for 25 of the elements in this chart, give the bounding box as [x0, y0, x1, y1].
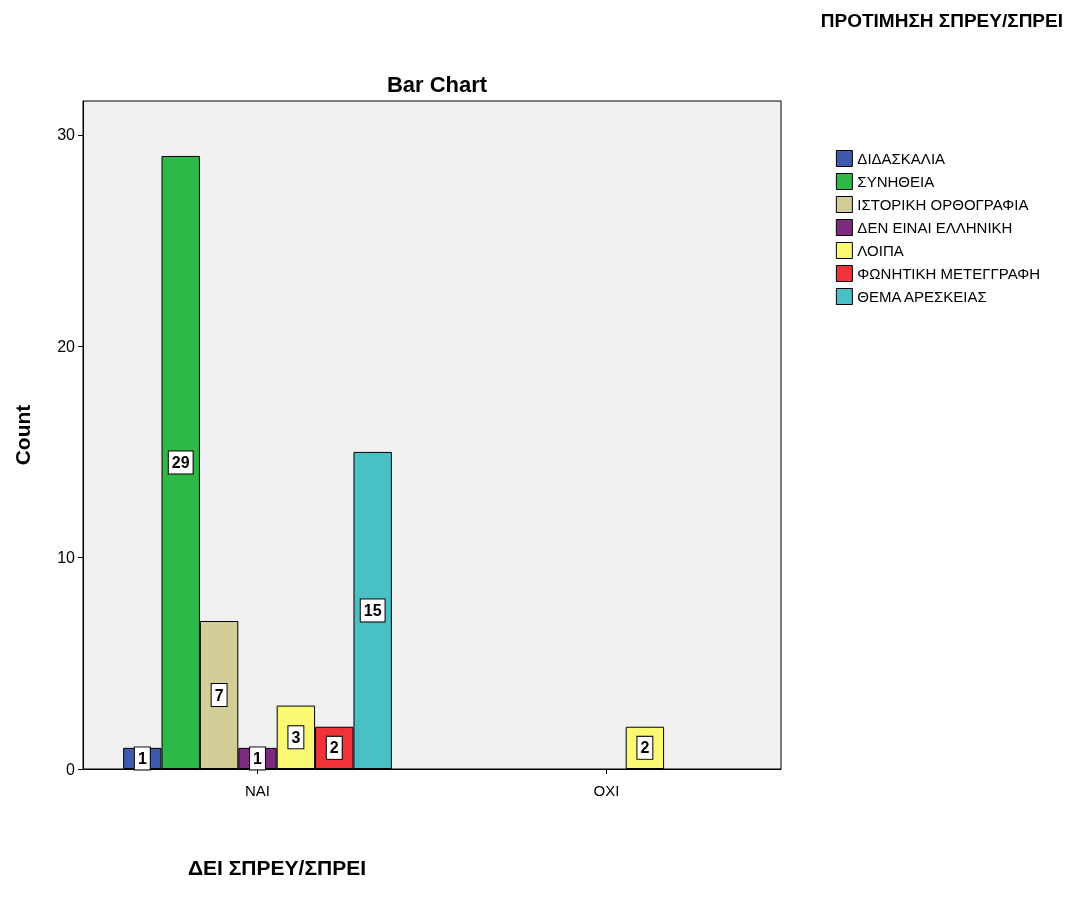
legend-label: ΔΕΝ ΕΙΝΑΙ ΕΛΛΗΝΙΚΗ: [857, 219, 1013, 236]
data-label: 3: [291, 728, 301, 746]
legend-label: ΙΣΤΟΡΙΚΗ ΟΡΘΟΓΡΑΦΙΑ: [857, 196, 1029, 213]
chart-title: Bar Chart: [386, 71, 488, 97]
legend-label: ΛΟΙΠΑ: [857, 242, 904, 259]
legend-label: ΣΥΝΗΘΕΙΑ: [857, 173, 935, 190]
x-tick-label: ΝΑΙ: [244, 782, 271, 799]
data-label: 15: [363, 601, 382, 619]
y-axis-title: Count: [11, 404, 34, 466]
data-label: 29: [171, 453, 190, 471]
data-label: 2: [640, 739, 650, 757]
y-tick-label: 0: [66, 760, 76, 778]
legend-label: ΦΩΝΗΤΙΚΗ ΜΕΤΕΓΓΡΑΦΗ: [857, 265, 1040, 282]
data-label: 1: [253, 749, 263, 767]
legend-label: ΘΕΜΑ ΑΡΕΣΚΕΙΑΣ: [857, 288, 987, 305]
x-tick-label: ΟΧΙ: [593, 782, 620, 799]
y-tick-label: 30: [57, 126, 76, 144]
data-label: 2: [329, 739, 339, 757]
data-label: 1: [137, 749, 147, 767]
x-axis-title: ΔΕΙ ΣΠΡΕΥ/ΣΠΡΕΙ: [187, 856, 367, 879]
y-tick-label: 10: [57, 549, 76, 567]
y-tick-label: 20: [57, 337, 76, 355]
data-label: 7: [214, 686, 224, 704]
legend-label: ΔΙΔΑΣΚΑΛΙΑ: [857, 150, 946, 167]
legend-title: ΠΡΟΤΙΜΗΣΗ ΣΠΡΕΥ/ΣΠΡΕΙ: [820, 10, 1063, 32]
